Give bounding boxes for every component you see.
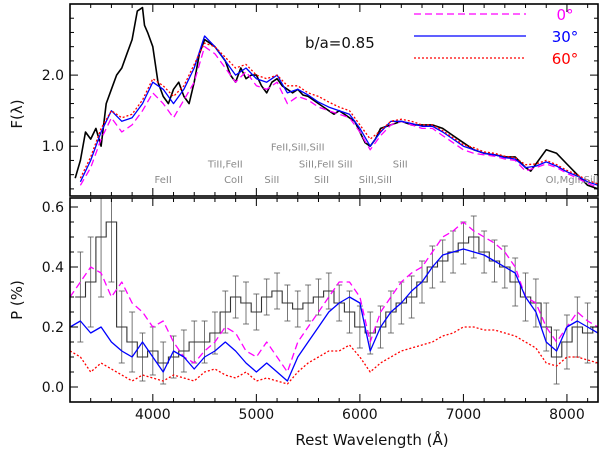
flux-series-30deg [79,35,598,186]
flux-panel: 1.0 2.0 b/a=0.85 0° 30° 60° FeII CoII TiII,FeII S… [42,3,599,197]
line-id-label: SiII,FeII SiII [299,160,353,171]
x-tick-label: 6000 [342,407,378,423]
polarization-y-tick-label: 0.2 [42,320,64,336]
flux-y-tick-label: 1.0 [42,139,64,155]
polarization-series-30deg [70,248,598,382]
x-tick-label: 7000 [446,407,482,423]
legend-label: 60° [552,50,579,68]
polarization-plot-area [70,198,598,385]
polarization-y-tick-label: 0.0 [42,380,64,396]
x-tick-label: 4000 [135,407,171,423]
polarization-panel: 4000 5000 6000 7000 8000 0.0 0.2 0.4 0.6 [42,197,599,423]
polarization-y-tick-label: 0.4 [42,260,64,276]
line-id-label: SiII [264,175,279,186]
line-id-label: SiII [393,160,408,171]
line-id-label: FeII [155,175,172,186]
line-id-label: SiII,SiII [359,175,392,186]
flux-y-axis-title: F(λ) [8,99,26,128]
flux-series-60deg [79,42,598,185]
x-tick-label: 5000 [239,407,275,423]
legend-label: 30° [552,28,579,46]
polarization-series-observed [75,221,598,364]
polarization-series-0deg [70,221,598,373]
flux-plot-area [74,6,598,190]
line-id-label: FeII,SiII,SiII [271,142,325,153]
line-id-label: SiII [314,175,329,186]
line-identifications: FeII CoII TiII,FeII SiII FeII,SiII,SiII SiII,… [155,142,599,186]
line-id-label: OI,MgII,SiII [546,175,599,186]
flux-frame [69,3,599,197]
polarization-y-axis-title: P (%) [8,280,26,320]
line-id-label: TiII,FeII [207,160,243,171]
x-axis-title: Rest Wavelength (Å) [295,430,448,449]
flux-series-0deg [79,46,598,189]
legend-label: 0° [556,6,573,24]
x-tick-label: 8000 [549,407,585,423]
polarization-frame [69,197,599,403]
line-id-label: CoII [224,175,243,186]
legend: 0° 30° 60° [414,6,578,68]
axis-ratio-annotation: b/a=0.85 [305,34,375,52]
polarization-series-60deg [70,326,598,385]
flux-y-tick-label: 2.0 [42,68,64,84]
polarization-y-tick-label: 0.6 [42,200,64,216]
